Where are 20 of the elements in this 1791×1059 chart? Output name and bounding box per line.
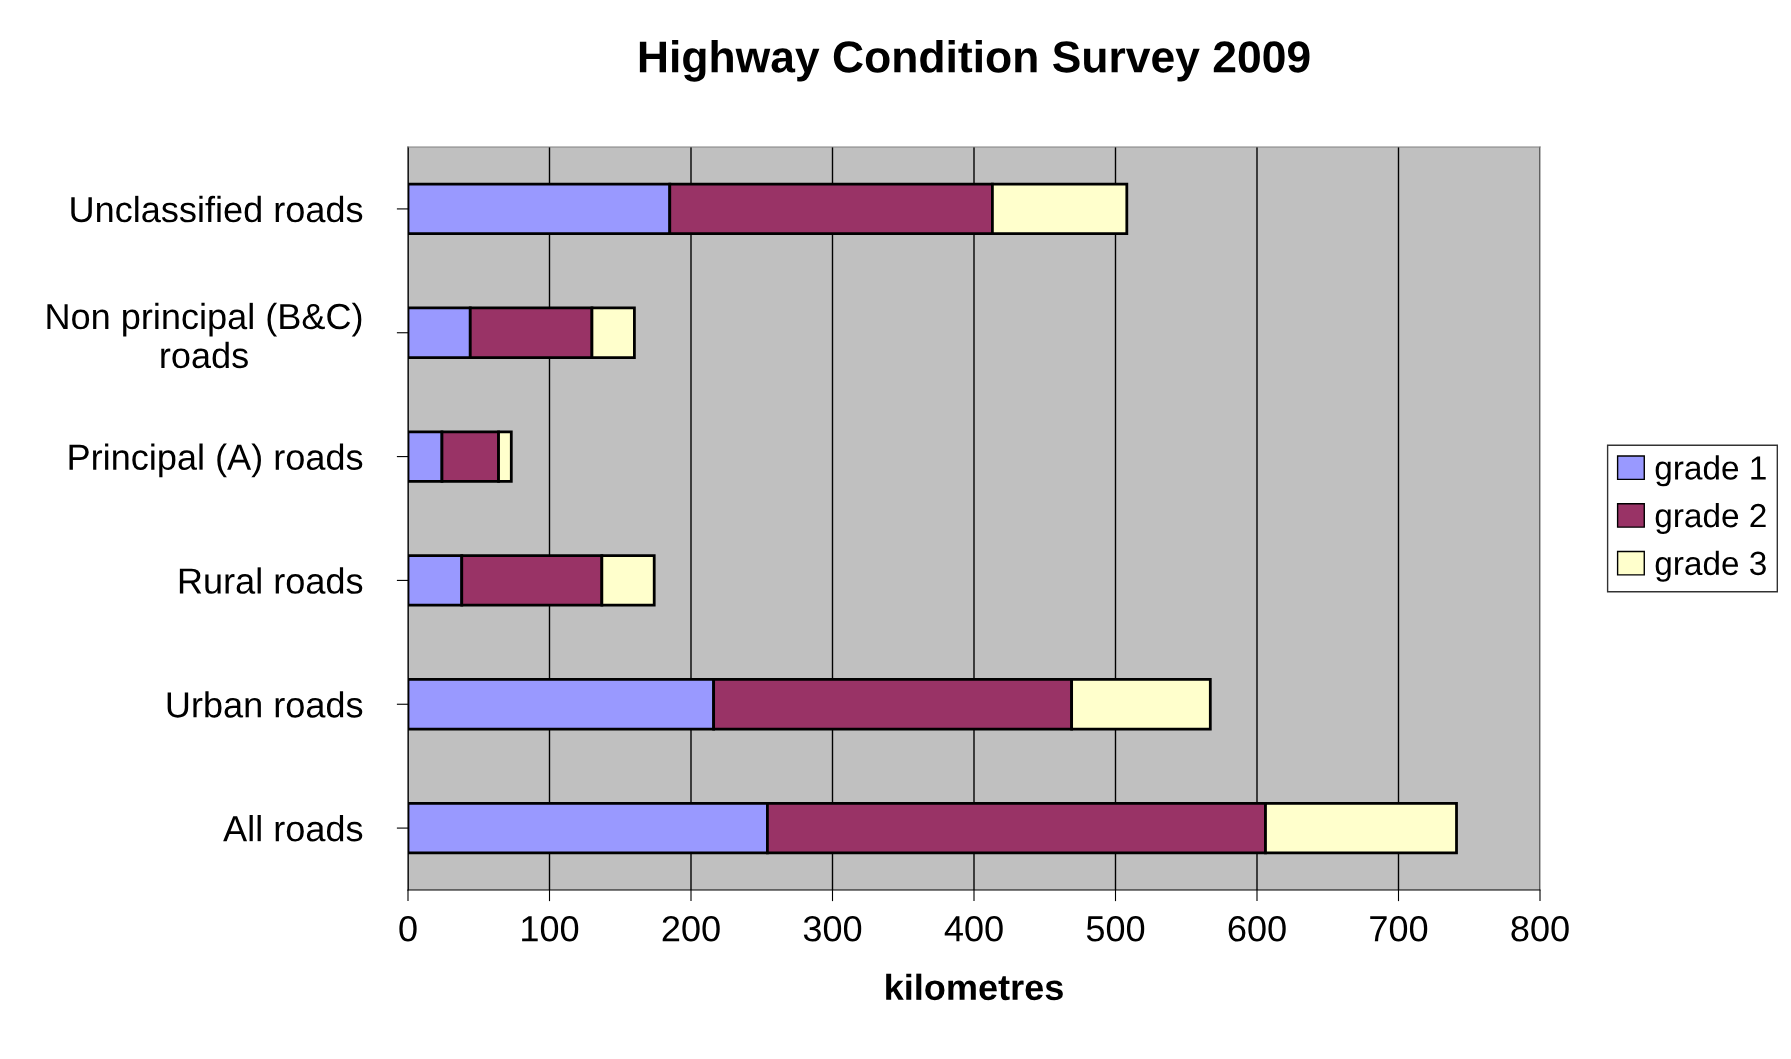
legend-label: grade 3 (1655, 550, 1766, 582)
x-tick-label: 200 (662, 915, 720, 942)
y-tick-label: Principal (A) roads (69, 443, 363, 478)
x-tick-label: 500 (1086, 915, 1145, 942)
x-axis-title: kilometres (886, 973, 1063, 1001)
y-tick-label: Unclassified roads (71, 195, 363, 223)
legend-label: grade 2 (1655, 502, 1766, 535)
x-tick-label: 100 (522, 915, 579, 942)
y-tick-label: Rural roads (179, 567, 363, 594)
x-tick-label: 600 (1228, 915, 1286, 942)
y-tick-label: Urban roads (167, 691, 363, 718)
x-tick-label: 0 (399, 915, 417, 942)
chart-title: Highway Condition Survey 2009 (639, 40, 1310, 82)
x-tick-label: 700 (1370, 915, 1428, 942)
y-tick-label: All roads (223, 815, 363, 842)
legend-label: grade 1 (1655, 455, 1766, 487)
x-tick-label: 800 (1511, 915, 1569, 942)
y-tick-label: Non principal (B&C) roads (47, 302, 362, 369)
x-tick-label: 400 (944, 915, 1003, 942)
x-tick-label: 300 (803, 915, 862, 942)
